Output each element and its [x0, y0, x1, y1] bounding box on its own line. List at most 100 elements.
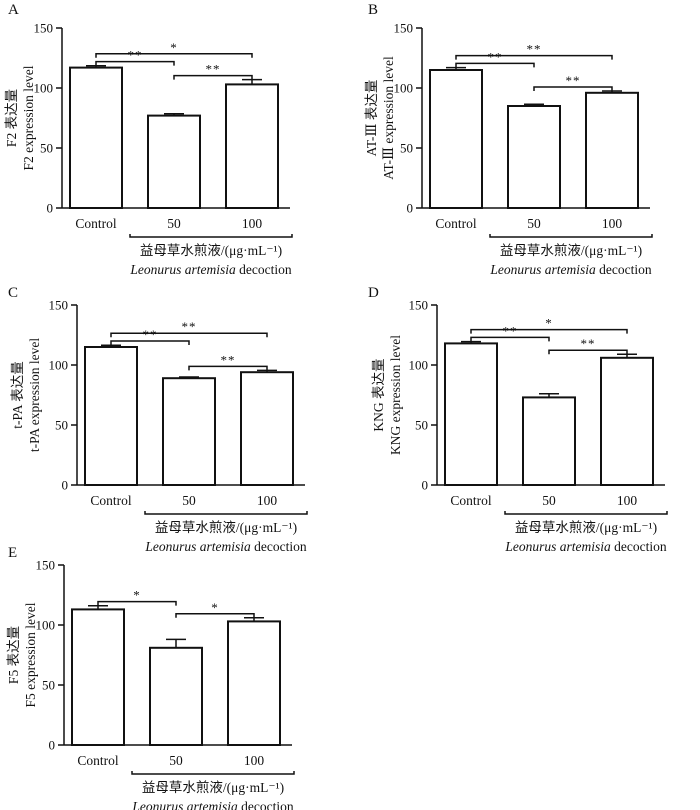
x-category-label: Control	[77, 753, 119, 768]
x-category-label: 50	[169, 753, 183, 768]
panel-b: B 0 50 100 150 Control 50 100 ** ** ** 益母草水煎液/(μg·m…	[364, 2, 653, 277]
y-axis-label-en: F5 expression level	[23, 602, 38, 707]
bar-50	[149, 646, 203, 746]
bar-100	[225, 83, 279, 209]
y-tick-label: 150	[34, 21, 54, 36]
significance-bracket	[95, 60, 175, 66]
group-label-cn: 益母草水煎液/(μg·mL⁻¹)	[515, 520, 657, 535]
group-label-latin: Leonurus artemisia decoction	[504, 539, 666, 554]
y-tick-label: 50	[415, 418, 428, 433]
y-axis-label-cn: F2 表达量	[4, 89, 19, 147]
significance-label: **	[527, 42, 542, 57]
y-tick-label: 0	[47, 201, 54, 216]
significance-label: **	[488, 49, 503, 64]
significance-bracket	[97, 600, 177, 606]
x-category-label: 100	[242, 216, 263, 231]
y-tick-label: 100	[49, 358, 69, 373]
y-axis-label-cn: F5 表达量	[6, 626, 21, 684]
group-label-latin-italic: Leonurus artemisia	[504, 539, 611, 554]
significance-label: *	[170, 40, 178, 55]
significance-bracket	[470, 328, 628, 334]
bar-100	[585, 91, 639, 209]
bar-50	[507, 105, 561, 209]
panel-letter: E	[8, 545, 17, 561]
group-label-latin-italic: Leonurus artemisia	[144, 539, 251, 554]
bar-control	[444, 342, 498, 486]
y-axis-label-cn: AT-Ⅲ 表达量	[364, 80, 379, 157]
panel-c: C 0 50 100 150 Control 50 100 ** ** ** 益母草水煎液/(μg·m…	[8, 285, 308, 554]
significance-bracket	[533, 86, 613, 91]
y-tick-label: 0	[422, 478, 429, 493]
significance-bracket	[173, 74, 253, 80]
group-label-latin-italic: Leonurus artemisia	[129, 262, 236, 277]
significance-label: **	[221, 352, 236, 367]
bar-100	[240, 371, 294, 487]
y-tick-label: 50	[40, 141, 53, 156]
bar-control	[69, 66, 123, 209]
panel-letter: B	[368, 2, 378, 18]
significance-bracket	[110, 340, 190, 345]
y-axis-label-en: AT-Ⅲ expression level	[381, 56, 396, 180]
x-category-label: 100	[257, 493, 278, 508]
group-label-cn: 益母草水煎液/(μg·mL⁻¹)	[140, 243, 282, 258]
significance-label: **	[206, 62, 221, 77]
y-tick-label: 50	[42, 678, 55, 693]
group-label-cn: 益母草水煎液/(μg·mL⁻¹)	[142, 780, 284, 795]
y-axis-label-en: F2 expression level	[21, 65, 36, 170]
group-bracket	[504, 511, 668, 515]
x-category-label: Control	[435, 216, 477, 231]
significance-label: *	[133, 588, 141, 603]
significance-label: **	[566, 73, 581, 88]
y-tick-label: 100	[394, 81, 414, 96]
significance-bracket	[175, 613, 255, 618]
bar-100	[600, 356, 654, 486]
y-tick-label: 100	[409, 358, 429, 373]
significance-bracket	[95, 53, 253, 58]
group-label-latin: Leonurus artemisia decoction	[144, 539, 306, 554]
group-label-latin: Leonurus artemisia decoction	[131, 799, 293, 810]
x-category-label: 50	[542, 493, 556, 508]
group-label-latin-rest: decoction	[238, 799, 294, 810]
group-label-latin-rest: decoction	[596, 262, 652, 277]
y-tick-label: 50	[400, 141, 413, 156]
bar-50	[522, 396, 576, 486]
panel-letter: D	[368, 285, 379, 301]
significance-label: *	[545, 316, 553, 331]
x-category-label: 100	[617, 493, 638, 508]
y-tick-label: 150	[409, 298, 429, 313]
x-category-label: Control	[90, 493, 132, 508]
significance-bracket	[188, 365, 268, 371]
significance-label: **	[182, 319, 197, 334]
bar-control	[71, 608, 125, 747]
group-bracket	[144, 511, 308, 515]
y-axis-label-cn: KNG 表达量	[371, 358, 386, 431]
y-tick-label: 0	[62, 478, 69, 493]
x-category-label: Control	[75, 216, 117, 231]
significance-bracket	[455, 54, 613, 60]
x-category-label: 50	[167, 216, 181, 231]
x-category-label: Control	[450, 493, 492, 508]
group-label-latin-rest: decoction	[251, 539, 307, 554]
group-label-latin: Leonurus artemisia decoction	[489, 262, 651, 277]
group-label-cn: 益母草水煎液/(μg·mL⁻¹)	[155, 520, 297, 535]
significance-bracket	[548, 349, 628, 355]
bar-50	[162, 377, 216, 487]
y-axis-label-en: t-PA expression level	[27, 338, 42, 452]
y-tick-label: 150	[394, 21, 414, 36]
group-label-cn: 益母草水煎液/(μg·mL⁻¹)	[500, 243, 642, 258]
group-bracket	[131, 771, 295, 775]
group-label-latin: Leonurus artemisia decoction	[129, 262, 291, 277]
significance-label: **	[503, 323, 518, 338]
y-tick-label: 0	[407, 201, 414, 216]
x-category-label: 100	[244, 753, 265, 768]
group-label-latin-italic: Leonurus artemisia	[131, 799, 238, 810]
significance-label: *	[211, 600, 219, 615]
group-bracket	[489, 234, 653, 238]
significance-label: **	[143, 327, 158, 342]
significance-bracket	[110, 332, 268, 338]
panel-letter: A	[8, 2, 19, 18]
y-tick-label: 100	[34, 81, 54, 96]
